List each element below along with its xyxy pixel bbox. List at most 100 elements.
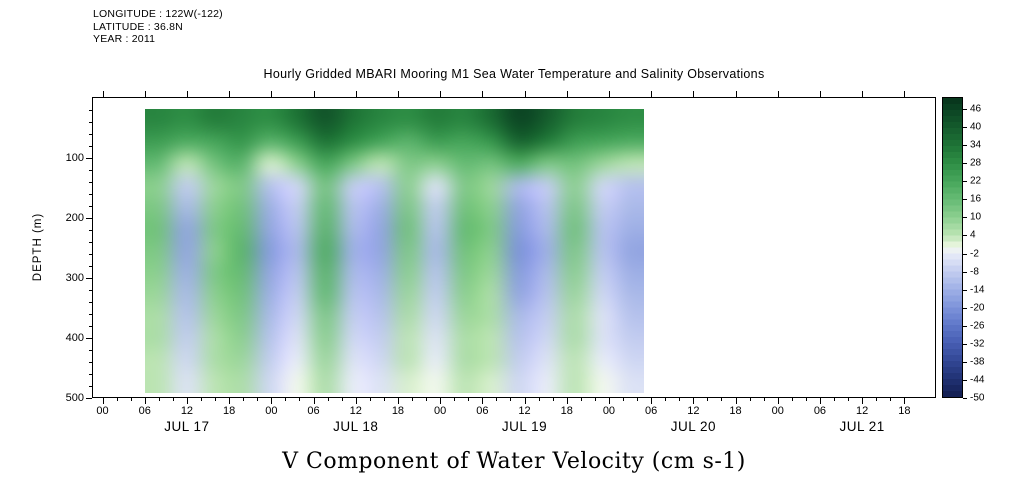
- x-tick-label: 18: [729, 405, 742, 417]
- x-minor-tick: [383, 398, 385, 401]
- x-tick-label: 06: [307, 405, 320, 417]
- x-minor-tick: [285, 398, 287, 401]
- x-tick: [271, 398, 273, 404]
- colorbar-tick: [963, 181, 967, 183]
- caption: V Component of Water Velocity (cm s-1): [282, 449, 746, 474]
- longitude-label: LONGITUDE : 122W(-122): [93, 8, 223, 20]
- x-tick: [440, 398, 442, 404]
- x-minor-tick: [594, 398, 596, 401]
- x-minor-tick: [805, 398, 807, 401]
- colorbar-tick: [963, 289, 967, 291]
- y-tick-label: 500: [65, 392, 84, 404]
- x-minor-tick: [412, 398, 414, 401]
- colorbar-tick: [963, 343, 967, 345]
- x-tick: [186, 398, 188, 404]
- x-minor-tick: [369, 398, 371, 401]
- colorbar-tick: [963, 199, 967, 201]
- x-tick-label: 00: [771, 405, 784, 417]
- colorbar-tick: [963, 271, 967, 273]
- x-tick-label: 00: [602, 405, 616, 417]
- x-tick: [144, 398, 146, 404]
- x-tick-label: 12: [687, 405, 700, 417]
- x-minor-tick: [158, 398, 160, 401]
- x-minor-tick: [468, 398, 470, 401]
- colorbar-tick: [963, 398, 967, 399]
- x-tick: [862, 398, 864, 404]
- plot-title: Hourly Gridded MBARI Mooring M1 Sea Wate…: [263, 67, 765, 81]
- x-minor-tick: [679, 398, 681, 401]
- y-tick-label: 100: [65, 152, 84, 164]
- x-tick: [566, 398, 568, 404]
- x-tick-label: 00: [434, 405, 447, 417]
- x-minor-tick: [426, 398, 428, 401]
- x-tick-label: 12: [349, 405, 362, 417]
- colorbar-tick-label: -20: [970, 302, 985, 314]
- colorbar-tick: [963, 145, 967, 147]
- colorbar-tick-label: 28: [970, 157, 982, 169]
- x-tick-label: 18: [223, 405, 236, 417]
- x-tick-label: 12: [856, 405, 869, 417]
- x-tick-label: 06: [476, 405, 489, 417]
- y-tick-label: 200: [65, 212, 84, 224]
- x-minor-tick: [834, 398, 836, 401]
- x-minor-tick: [201, 398, 203, 401]
- x-minor-tick: [623, 398, 625, 401]
- x-tick: [102, 398, 104, 404]
- x-minor-tick: [848, 398, 850, 401]
- x-tick: [735, 398, 737, 404]
- latitude-label: LATITUDE : 36.8N: [93, 20, 183, 33]
- colorbar-tick-label: -50: [970, 392, 985, 404]
- x-minor-tick: [580, 398, 582, 401]
- metadata-block: LONGITUDE : 122W(-122) LATITUDE : 36.8N …: [93, 8, 223, 46]
- x-tick: [651, 398, 653, 404]
- colorbar: [942, 97, 963, 398]
- x-minor-tick: [327, 398, 329, 401]
- colorbar-tick-label: 40: [970, 121, 982, 133]
- x-minor-tick: [538, 398, 540, 401]
- x-tick-label: 00: [265, 405, 278, 417]
- colorbar-tick-label: 10: [970, 211, 982, 223]
- colorbar-tick-label: -38: [970, 356, 985, 368]
- x-minor-tick: [299, 398, 301, 401]
- x-minor-tick: [791, 398, 793, 401]
- colorbar-tick: [963, 325, 967, 327]
- colorbar-tick: [963, 217, 967, 219]
- colorbar-tick: [963, 379, 967, 381]
- x-tick: [524, 398, 526, 404]
- y-tick: [86, 398, 92, 399]
- colorbar-tick-label: -14: [970, 284, 985, 296]
- x-tick: [819, 398, 821, 404]
- x-minor-tick: [454, 398, 456, 401]
- colorbar-tick: [963, 109, 967, 111]
- x-tick-label: 18: [391, 405, 405, 417]
- x-minor-tick: [496, 398, 498, 401]
- colorbar-tick: [963, 127, 967, 129]
- x-minor-tick: [510, 398, 512, 401]
- x-minor-tick: [215, 398, 217, 401]
- x-minor-tick: [890, 398, 892, 401]
- x-tick-label: 12: [180, 405, 194, 417]
- x-tick-label: 06: [138, 405, 151, 417]
- colorbar-tick: [963, 235, 967, 237]
- colorbar-tick-label: 34: [970, 139, 982, 151]
- colorbar-tick-label: -26: [970, 320, 985, 332]
- x-tick-label: 06: [645, 405, 658, 417]
- x-minor-tick: [341, 398, 343, 401]
- x-day-label: JUL 19: [501, 419, 548, 434]
- y-tick-label: 300: [65, 272, 84, 284]
- x-minor-tick: [876, 398, 878, 401]
- x-tick-label: 00: [96, 405, 109, 417]
- x-tick: [355, 398, 357, 404]
- x-tick: [904, 398, 906, 404]
- x-minor-tick: [243, 398, 245, 401]
- x-tick: [313, 398, 315, 404]
- x-minor-tick: [172, 398, 174, 401]
- x-minor-tick: [721, 398, 723, 401]
- x-tick: [608, 398, 610, 404]
- colorbar-tick-label: -2: [970, 248, 979, 260]
- colorbar-tick: [963, 361, 967, 363]
- x-tick-label: 12: [518, 405, 531, 417]
- x-day-label: JUL 18: [333, 419, 379, 434]
- x-minor-tick: [749, 398, 751, 401]
